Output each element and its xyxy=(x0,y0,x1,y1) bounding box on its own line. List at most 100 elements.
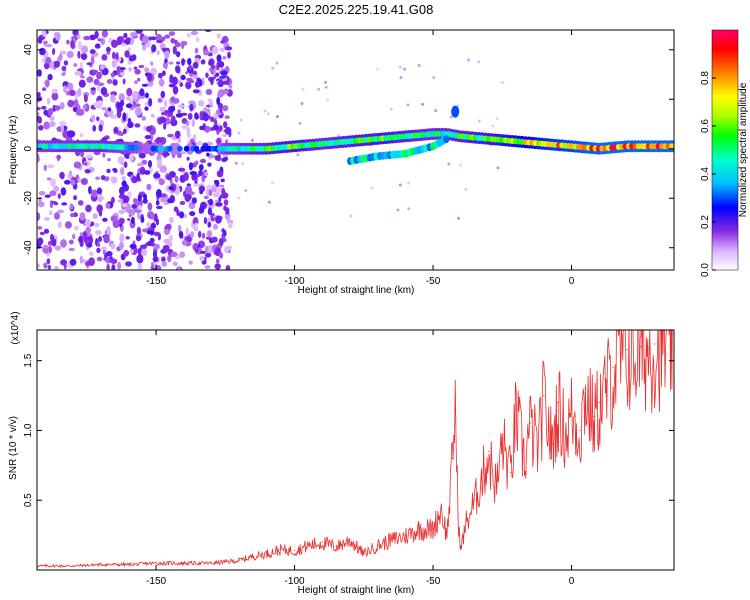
noise-blob xyxy=(250,138,254,142)
noise-blob xyxy=(210,77,214,86)
snr-point xyxy=(529,422,531,425)
x-tick-label: 0 xyxy=(569,576,575,587)
noise-blob xyxy=(137,263,143,270)
noise-blob xyxy=(169,234,173,243)
noise-blob xyxy=(208,60,214,66)
noise-blob xyxy=(99,65,105,70)
noise-blob xyxy=(93,102,99,109)
snr-point xyxy=(210,562,213,564)
noise-blob xyxy=(96,116,100,122)
noise-blob xyxy=(123,32,128,39)
noise-blob xyxy=(86,242,93,248)
noise-blob xyxy=(300,102,304,105)
noise-blob xyxy=(164,99,168,108)
noise-blob xyxy=(148,97,153,107)
noise-blob xyxy=(110,243,116,250)
noise-blob xyxy=(205,72,209,79)
noise-blob xyxy=(187,58,192,66)
noise-blob xyxy=(47,164,55,169)
noise-blob xyxy=(296,153,300,157)
noise-blob xyxy=(141,83,149,87)
snr-point xyxy=(510,471,512,473)
spectrogram-xlabel: Height of straight line (km) xyxy=(298,285,415,296)
noise-blob xyxy=(177,137,182,144)
noise-blob xyxy=(211,236,218,243)
spectrogram-frame xyxy=(36,29,675,271)
noise-blob xyxy=(118,93,125,102)
snr-point xyxy=(640,346,642,348)
noise-blob xyxy=(215,199,219,203)
noise-blob xyxy=(432,76,436,79)
noise-blob xyxy=(199,255,205,262)
noise-blob xyxy=(97,82,105,87)
noise-blob xyxy=(74,98,79,108)
snr-point xyxy=(377,544,379,546)
noise-blob xyxy=(417,64,421,67)
noise-blob xyxy=(59,50,67,55)
noise-blob xyxy=(94,30,99,39)
noise-blob xyxy=(271,66,275,70)
snr-point xyxy=(460,548,462,550)
noise-blob xyxy=(78,235,84,244)
noise-blob xyxy=(178,231,184,239)
noise-blob xyxy=(101,30,108,38)
noise-blob xyxy=(188,64,193,71)
colorbar-tick-label: 0.6 xyxy=(700,119,711,133)
noise-blob xyxy=(203,195,209,200)
noise-blob xyxy=(164,50,170,59)
noise-blob xyxy=(118,209,123,214)
noise-blob xyxy=(116,36,123,45)
noise-blob xyxy=(43,121,50,130)
noise-blob xyxy=(47,108,54,116)
noise-blob xyxy=(121,180,127,188)
noise-blob xyxy=(244,189,248,192)
noise-blob xyxy=(224,126,232,135)
noise-blob xyxy=(326,98,330,102)
noise-blob xyxy=(110,176,118,184)
noise-blob xyxy=(239,118,243,122)
noise-blob xyxy=(215,202,223,207)
noise-blob xyxy=(129,243,137,249)
colorbar-tick-label: 0.4 xyxy=(700,167,711,181)
noise-blob xyxy=(131,216,135,225)
band-point xyxy=(157,145,163,152)
noise-blob xyxy=(55,32,61,41)
noise-blob xyxy=(174,42,181,48)
noise-blob xyxy=(134,103,141,107)
noise-blob xyxy=(63,85,67,93)
noise-blob xyxy=(59,101,65,110)
noise-blob xyxy=(97,100,103,108)
noise-blob xyxy=(376,67,380,71)
noise-blob xyxy=(92,125,97,132)
snr-point xyxy=(446,534,448,536)
noise-blob xyxy=(449,115,453,119)
y-tick-label: 1.5 xyxy=(23,353,34,367)
noise-blob xyxy=(144,67,150,73)
noise-blob xyxy=(157,159,163,167)
noise-blob xyxy=(58,120,67,126)
noise-blob xyxy=(69,203,74,211)
noise-blob xyxy=(234,161,238,165)
noise-blob xyxy=(54,105,61,111)
noise-blob xyxy=(153,243,160,250)
noise-blob xyxy=(136,254,144,264)
snr-point xyxy=(570,408,573,411)
noise-blob xyxy=(97,38,102,42)
noise-blob xyxy=(212,223,219,230)
noise-blob xyxy=(51,92,59,101)
noise-blob xyxy=(150,113,155,118)
noise-blob xyxy=(209,154,216,158)
noise-blob xyxy=(398,183,402,187)
noise-blob xyxy=(54,265,59,270)
noise-blob xyxy=(112,51,116,60)
noise-blob xyxy=(51,238,57,247)
snr-point xyxy=(238,559,240,561)
noise-blob xyxy=(183,213,187,219)
noise-blob xyxy=(60,125,65,133)
noise-blob xyxy=(168,61,174,65)
noise-blob xyxy=(216,97,221,105)
noise-blob xyxy=(187,112,193,120)
noise-blob xyxy=(163,201,168,206)
noise-blob xyxy=(90,221,95,227)
noise-blob xyxy=(185,81,192,90)
